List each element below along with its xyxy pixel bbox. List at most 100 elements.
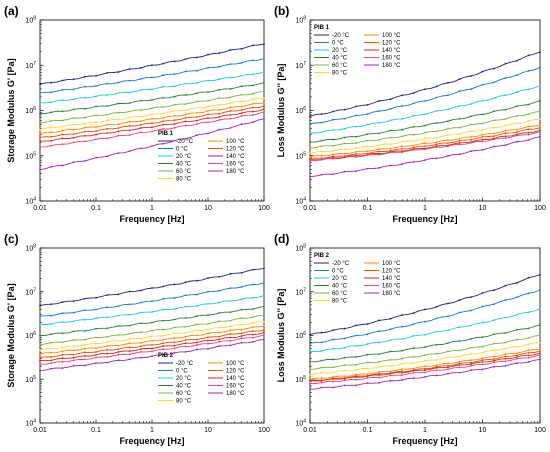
data-point bbox=[516, 74, 518, 76]
data-point bbox=[343, 142, 346, 145]
data-point bbox=[61, 133, 64, 136]
data-point bbox=[309, 175, 311, 178]
data-point bbox=[378, 319, 380, 322]
data-point bbox=[412, 367, 415, 370]
data-point bbox=[162, 308, 165, 311]
data-point bbox=[162, 328, 165, 331]
data-point bbox=[539, 324, 541, 326]
data-point bbox=[320, 145, 323, 148]
x-axis-title: Frequency [Hz] bbox=[119, 214, 184, 224]
data-point bbox=[378, 361, 380, 363]
data-point bbox=[106, 82, 109, 85]
data-point bbox=[470, 296, 472, 298]
data-point bbox=[493, 97, 495, 100]
data-point bbox=[117, 293, 120, 296]
data-point bbox=[173, 119, 176, 122]
data-point bbox=[229, 339, 232, 342]
data-point bbox=[128, 324, 131, 327]
data-point bbox=[207, 328, 209, 331]
data-point bbox=[493, 342, 495, 345]
data-point bbox=[39, 353, 41, 355]
data-point bbox=[229, 102, 232, 105]
data-point bbox=[106, 352, 109, 355]
data-point bbox=[95, 356, 97, 359]
data-point bbox=[207, 105, 209, 108]
data-point bbox=[493, 333, 495, 336]
y-tick-exponent: 6 bbox=[303, 106, 306, 112]
data-point bbox=[151, 122, 153, 125]
data-point bbox=[61, 125, 64, 128]
data-point bbox=[458, 133, 461, 136]
data-point bbox=[184, 58, 187, 60]
data-point bbox=[320, 173, 323, 176]
data-point bbox=[332, 173, 334, 176]
data-point bbox=[539, 354, 541, 356]
data-point bbox=[458, 90, 461, 93]
data-point bbox=[128, 338, 131, 340]
data-point bbox=[527, 327, 530, 330]
data-point bbox=[50, 126, 53, 129]
data-point bbox=[263, 305, 265, 308]
y-tick-label: 105 bbox=[25, 151, 36, 160]
data-point bbox=[95, 362, 97, 364]
data-point bbox=[72, 136, 75, 139]
data-point bbox=[207, 100, 209, 102]
data-point bbox=[207, 79, 209, 82]
data-point bbox=[435, 130, 438, 133]
data-point bbox=[218, 66, 221, 68]
data-point bbox=[263, 282, 265, 284]
data-point bbox=[263, 105, 265, 108]
data-point bbox=[504, 129, 507, 132]
data-point bbox=[151, 335, 153, 338]
data-point bbox=[424, 131, 426, 134]
data-point bbox=[229, 300, 232, 302]
data-point bbox=[218, 78, 221, 81]
y-tick-exponent: 4 bbox=[33, 197, 36, 203]
y-tick-exponent: 6 bbox=[33, 331, 36, 337]
y-tick-exponent: 8 bbox=[303, 16, 306, 22]
legend-entry: 160 °C bbox=[382, 284, 401, 290]
data-point bbox=[39, 349, 41, 352]
legend-entry: 80 °C bbox=[176, 399, 192, 405]
data-point bbox=[320, 366, 323, 369]
data-point bbox=[481, 361, 484, 363]
y-tick-label: 104 bbox=[25, 197, 36, 206]
data-point bbox=[240, 109, 243, 111]
data-point bbox=[162, 123, 165, 126]
data-point bbox=[447, 142, 449, 145]
data-point bbox=[207, 91, 209, 93]
data-point bbox=[504, 124, 507, 127]
data-point bbox=[447, 356, 449, 359]
legend-entry: 100 °C bbox=[226, 361, 245, 367]
data-point bbox=[240, 47, 243, 50]
data-point bbox=[539, 51, 541, 53]
data-point bbox=[240, 74, 243, 77]
data-point bbox=[117, 102, 120, 105]
data-point bbox=[412, 92, 415, 94]
data-point bbox=[447, 315, 449, 318]
data-point bbox=[207, 302, 209, 305]
data-point bbox=[320, 379, 323, 382]
data-point bbox=[527, 337, 530, 339]
data-point bbox=[309, 350, 311, 353]
data-point bbox=[39, 136, 41, 139]
panel-label: (c) bbox=[4, 232, 19, 246]
data-point bbox=[173, 318, 176, 321]
data-point bbox=[481, 113, 484, 116]
data-point bbox=[117, 92, 120, 94]
data-point bbox=[229, 114, 232, 116]
data-point bbox=[162, 353, 165, 356]
data-point bbox=[493, 349, 495, 352]
data-point bbox=[195, 92, 198, 95]
data-point bbox=[539, 352, 541, 354]
data-point bbox=[95, 130, 97, 133]
data-point bbox=[516, 128, 518, 131]
data-point bbox=[481, 336, 484, 339]
data-point bbox=[401, 357, 403, 360]
x-tick-label: 1 bbox=[423, 205, 427, 212]
data-point bbox=[355, 105, 357, 108]
data-point bbox=[516, 357, 518, 360]
data-point bbox=[378, 381, 380, 384]
data-point bbox=[401, 379, 403, 381]
data-point bbox=[401, 338, 403, 340]
